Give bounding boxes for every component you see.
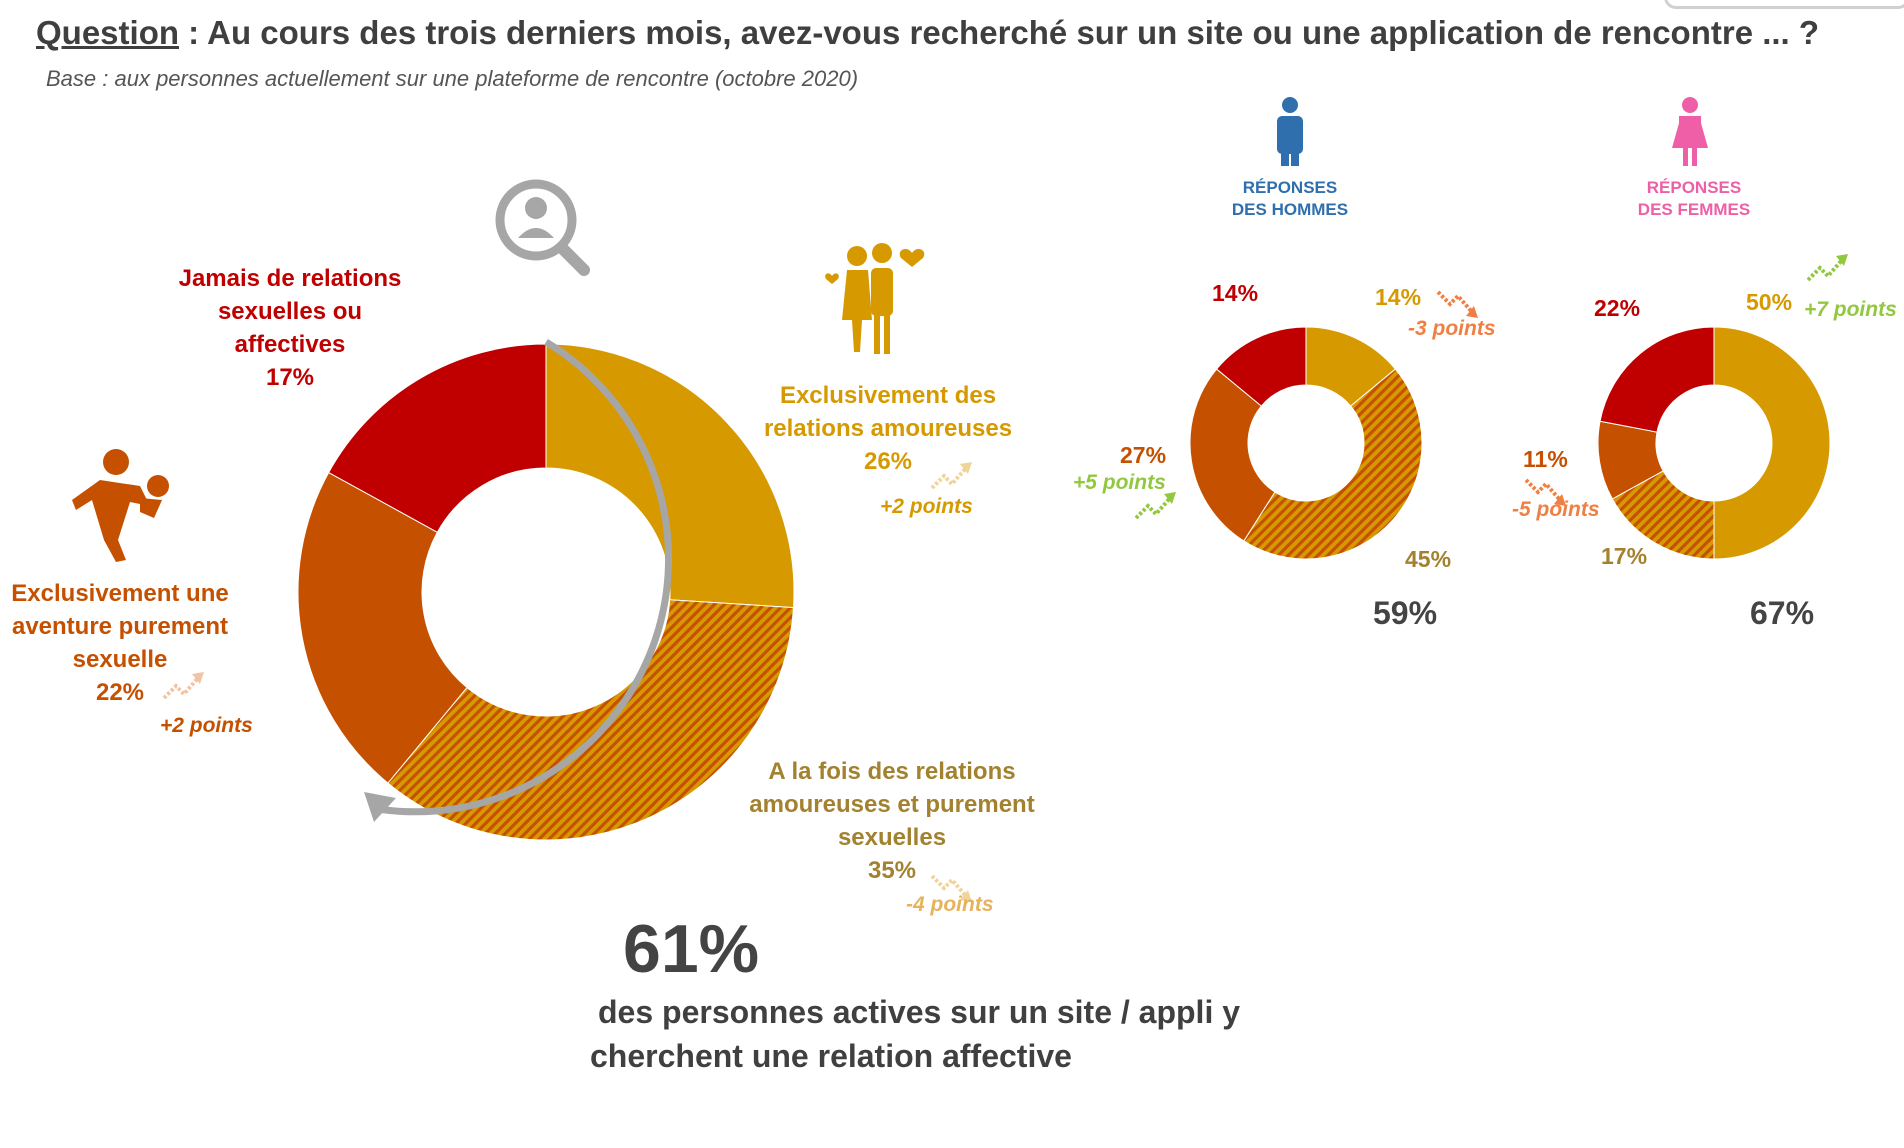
men-title: RÉPONSES DES HOMMES [1231, 178, 1349, 219]
men-amoureuses-pct: 14% [1375, 284, 1422, 310]
women-slice-jamais [1599, 326, 1715, 433]
main-slice-aventure [297, 471, 468, 784]
women-amoureuses-pct: 50% [1746, 289, 1793, 315]
men-aventure-pct: 27% [1120, 442, 1167, 468]
points-aventure: +2 points [160, 714, 253, 737]
main-donut [297, 343, 795, 841]
men-slice-les-deux [1243, 368, 1423, 560]
search-person-icon [495, 179, 590, 276]
women-slice-amoureuses [1713, 326, 1831, 560]
women-total: 67% [1750, 595, 1815, 631]
man-icon [1277, 97, 1303, 166]
men-slice-aventure [1189, 368, 1276, 542]
women-les-deux-pct: 17% [1601, 543, 1648, 569]
women-donut [1597, 326, 1831, 560]
question-title: Question : Au cours des trois derniers m… [36, 14, 1819, 52]
men-les-deux-pct: 45% [1405, 546, 1452, 572]
women-amoureuses-pts: +7 points [1804, 298, 1897, 321]
label-amoureuses: Exclusivement des relations amoureuses 2… [763, 382, 1013, 475]
men-donut [1189, 326, 1423, 560]
women-jamais-pct: 22% [1594, 295, 1641, 321]
men-slice-jamais [1215, 326, 1307, 407]
main-slice-amoureuses [545, 343, 795, 609]
trend-down-icon [1436, 290, 1478, 318]
men-jamais-pct: 14% [1212, 280, 1259, 306]
men-amoureuses-pts: -3 points [1408, 317, 1496, 340]
trend-up-icon [162, 672, 204, 700]
women-aventure-pts: -5 points [1512, 498, 1600, 521]
points-amoureuses: +2 points [880, 495, 973, 518]
main-slice-jamais [327, 343, 547, 533]
trend-up-icon [1134, 492, 1176, 520]
women-aventure-pct: 11% [1523, 446, 1568, 472]
label-jamais: Jamais de relations sexuelles ou affecti… [178, 265, 402, 391]
label-les-deux: A la fois des relations amoureuses et pu… [749, 758, 1035, 884]
intimate-couple-icon [72, 449, 169, 562]
question-text: : Au cours des trois derniers mois, avez… [179, 14, 1820, 51]
points-les-deux: -4 points [906, 893, 994, 916]
label-aventure: Exclusivement une aventure purement sexu… [11, 580, 229, 706]
base-note: Base : aux personnes actuellement sur un… [46, 66, 859, 91]
trend-up-icon [930, 462, 972, 490]
highlight-line2: cherchent une relation affective [590, 1038, 1072, 1074]
highlight-value: 61% [623, 911, 760, 987]
woman-icon [1672, 97, 1708, 166]
couple-icon [825, 243, 925, 354]
trend-up-icon [1806, 254, 1848, 282]
men-total: 59% [1373, 595, 1438, 631]
highlight-line1: des personnes actives sur un site / appl… [598, 994, 1241, 1030]
trend-down-icon [930, 874, 972, 902]
women-title: RÉPONSES DES FEMMES [1637, 178, 1751, 219]
circular-arrow-icon [364, 339, 673, 822]
men-aventure-pts: +5 points [1073, 471, 1166, 494]
question-keyword: Question [36, 14, 180, 51]
trend-down-icon [1524, 478, 1566, 506]
